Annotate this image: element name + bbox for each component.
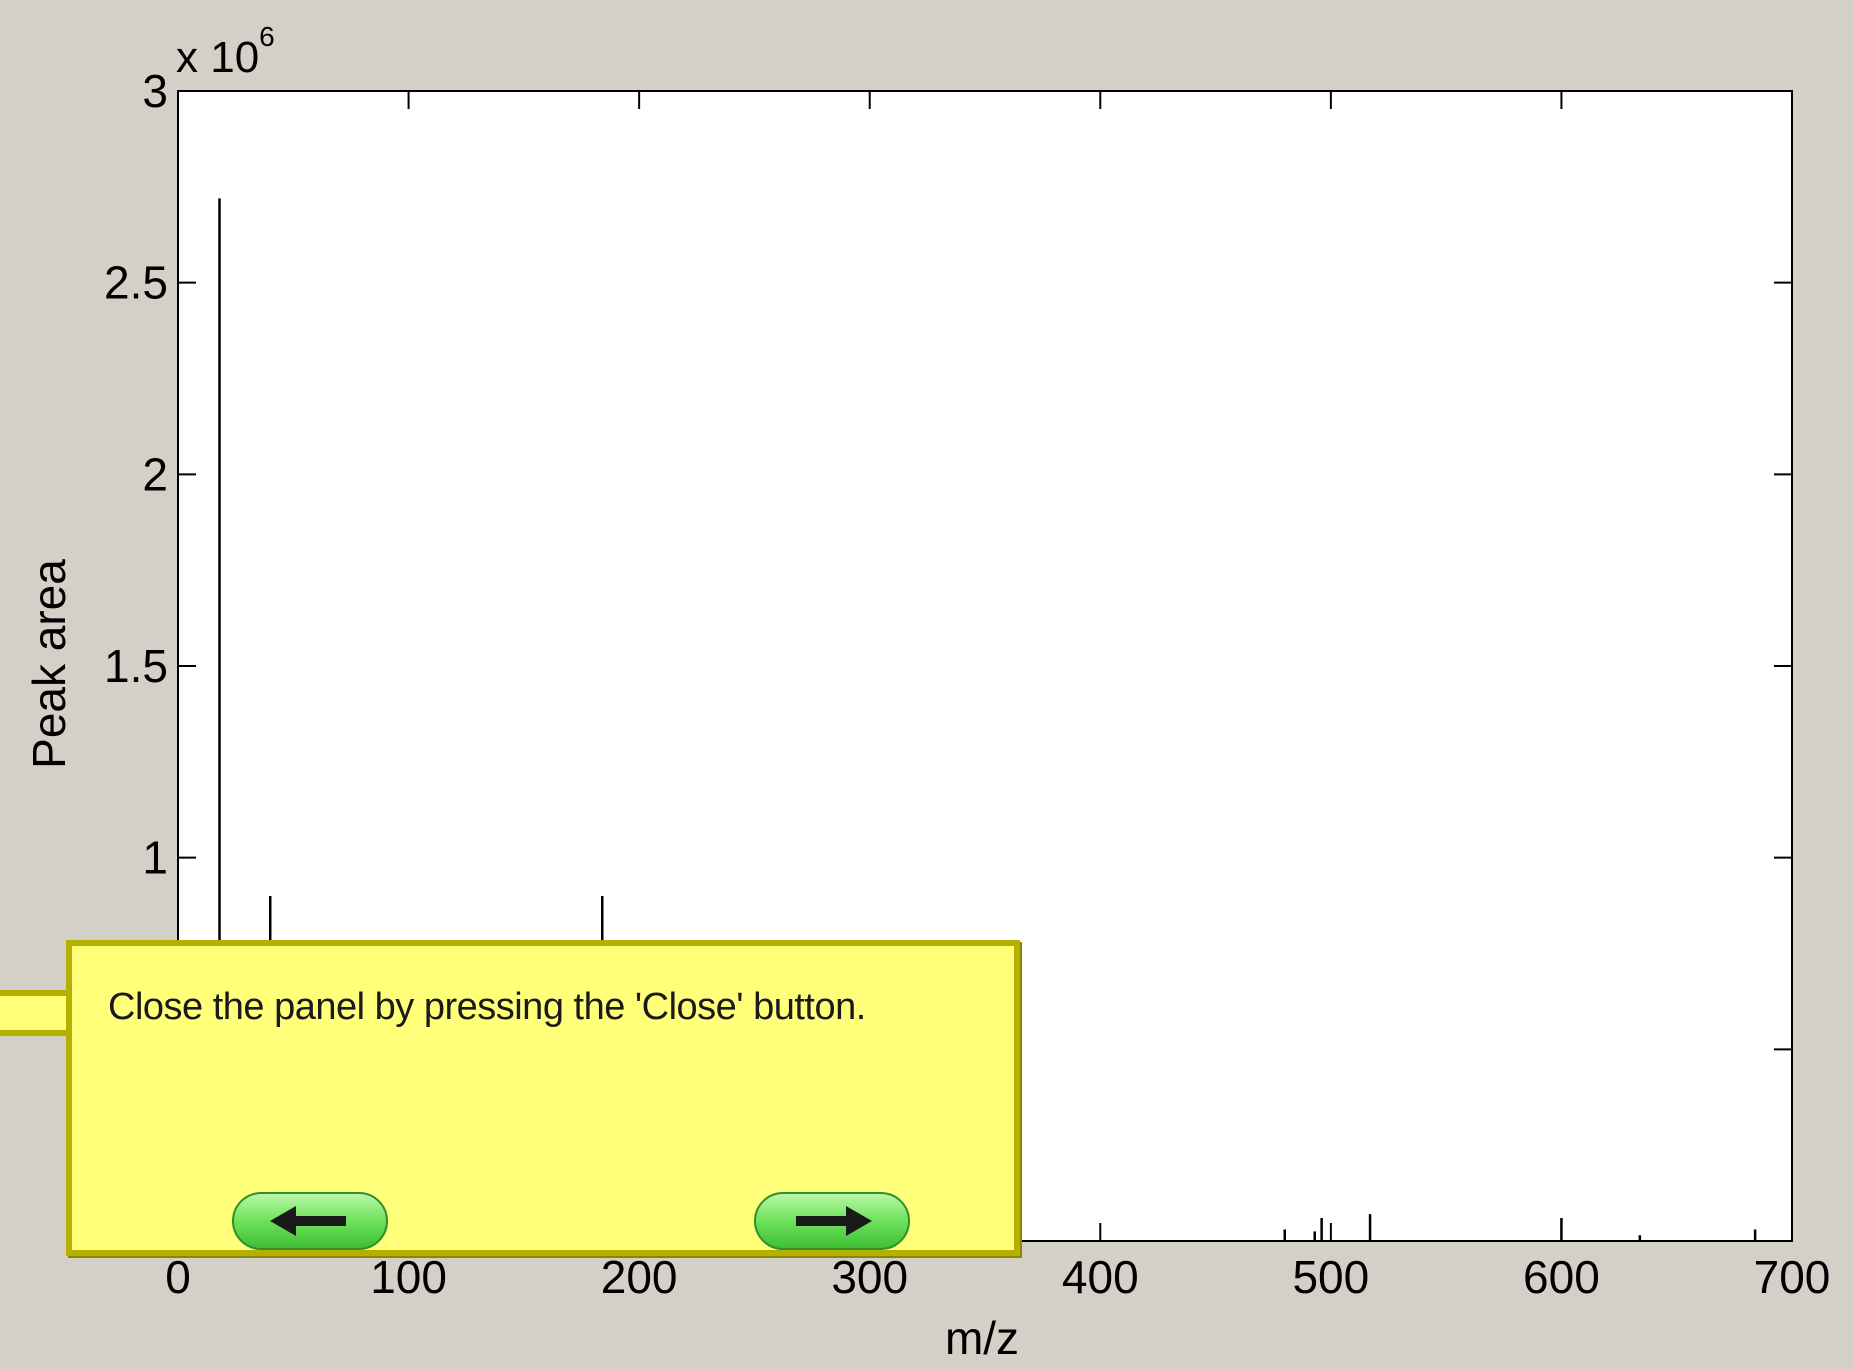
x-tick-label: 600 bbox=[1523, 1251, 1600, 1303]
previous-button[interactable] bbox=[232, 1192, 388, 1250]
y-tick-label: 1 bbox=[142, 832, 168, 884]
y-tick-label: 3 bbox=[142, 65, 168, 117]
y-axis-label: Peak area bbox=[23, 559, 75, 769]
x-tick-label: 500 bbox=[1292, 1251, 1369, 1303]
y-tick-label: 2.5 bbox=[104, 257, 168, 309]
callout-text: Close the panel by pressing the 'Close' … bbox=[108, 986, 866, 1028]
x-axis-ticks: 0 100 200 300 400 500 600 700 bbox=[165, 91, 1830, 1303]
y-tick-label: 1.5 bbox=[104, 640, 168, 692]
tutorial-callout: Close the panel by pressing the 'Close' … bbox=[66, 940, 1020, 1256]
x-tick-label: 100 bbox=[370, 1251, 447, 1303]
x-tick-label: 0 bbox=[165, 1251, 191, 1303]
y-exponent-label: x 106 bbox=[176, 21, 275, 82]
x-tick-label: 400 bbox=[1062, 1251, 1139, 1303]
next-button[interactable] bbox=[754, 1192, 910, 1250]
x-tick-label: 300 bbox=[831, 1251, 908, 1303]
x-axis-label: m/z bbox=[945, 1312, 1019, 1364]
x-tick-label: 200 bbox=[601, 1251, 678, 1303]
callout-pointer bbox=[0, 990, 78, 1036]
y-axis-ticks: 1 1.5 2 2.5 3 bbox=[104, 65, 1792, 1051]
arrow-left-icon bbox=[270, 1206, 346, 1236]
x-tick-label: 700 bbox=[1754, 1251, 1831, 1303]
arrow-right-icon bbox=[796, 1206, 872, 1236]
y-tick-label: 2 bbox=[142, 448, 168, 500]
